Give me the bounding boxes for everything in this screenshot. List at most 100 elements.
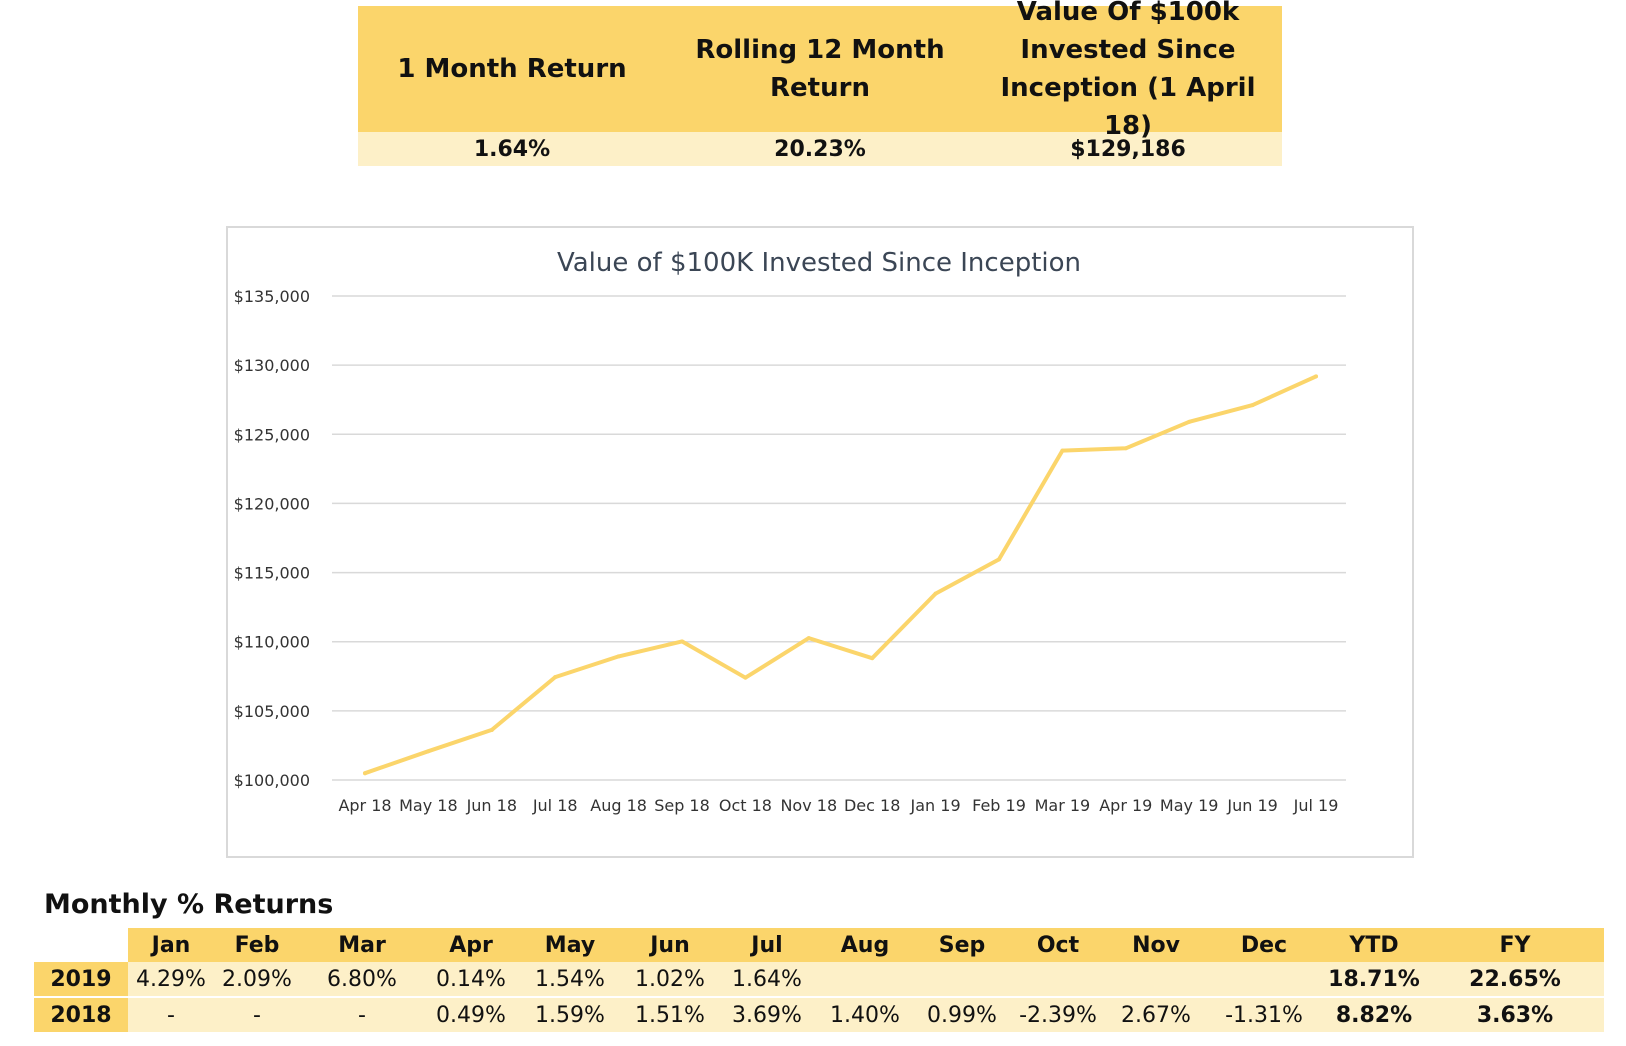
x-tick-label: Jun 18: [466, 796, 517, 815]
monthly-row-year: 2019: [34, 962, 128, 997]
x-tick-label: Sep 18: [654, 796, 710, 815]
monthly-cell-fy: 22.65%: [1426, 962, 1604, 997]
monthly-cell-sep: 0.99%: [914, 996, 1010, 1032]
monthly-header-feb: Feb: [214, 928, 300, 962]
y-tick-label: $130,000: [234, 356, 310, 375]
summary-header-row: 1 Month Return Rolling 12 Month Return V…: [358, 0, 1282, 141]
monthly-row-2018: 2018- - -0.49% 1.59% 1.51% 3.69% 1.40% 0.99% -2.…: [34, 996, 1604, 1032]
data-point: [489, 727, 494, 732]
y-tick-label: $115,000: [234, 564, 310, 583]
data-point: [1250, 403, 1255, 408]
monthly-cell-jan: 4.29%: [128, 962, 214, 997]
y-tick-label: $100,000: [234, 771, 310, 790]
monthly-header-jun: Jun: [622, 928, 718, 962]
data-point: [363, 771, 367, 776]
chart-gridlines: [332, 295, 1346, 781]
chart-title: Value of $100K Invested Since Inception: [557, 248, 1081, 278]
monthly-header-jul: Jul: [718, 928, 816, 962]
chart-series: [363, 374, 1318, 776]
x-tick-label: Dec 18: [844, 796, 900, 815]
chart-panel: Value of $100K Invested Since Inception …: [226, 226, 1414, 858]
monthly-cell-fy: 3.63%: [1426, 996, 1604, 1032]
monthly-cell-nov: [1106, 962, 1206, 997]
monthly-header-fy: FY: [1426, 928, 1604, 962]
data-point: [743, 675, 748, 680]
summary-value-rolling-12: 20.23%: [774, 136, 866, 162]
x-tick-label: May 19: [1160, 796, 1219, 815]
data-point: [1060, 448, 1065, 453]
summary-table: 1 Month Return Rolling 12 Month Return V…: [358, 0, 1282, 166]
monthly-header-aug: Aug: [816, 928, 914, 962]
y-tick-label: $120,000: [234, 494, 310, 513]
summary-value-1-month: 1.64%: [473, 136, 551, 162]
monthly-returns-title: Monthly % Returns: [44, 889, 334, 920]
summary-header-value-invested: Value Of $100k Invested Since Inception …: [1000, 0, 1256, 141]
x-tick-label: Jun 19: [1226, 796, 1277, 815]
x-tick-label: May 18: [399, 796, 458, 815]
data-point: [997, 557, 1001, 562]
x-tick-label: Jan 19: [910, 796, 961, 815]
monthly-cell-feb: -: [214, 996, 300, 1032]
x-tick-label: Jul 18: [532, 796, 578, 815]
summary-value-invested: $129,186: [1070, 136, 1186, 162]
summary-header-1-month: 1 Month Return: [397, 54, 627, 84]
monthly-cell-aug: 1.40%: [816, 996, 914, 1032]
monthly-cell-dec: [1206, 962, 1322, 997]
x-tick-label: Jul 19: [1293, 796, 1339, 815]
x-tick-label: Apr 18: [338, 796, 391, 815]
monthly-cell-feb: 2.09%: [214, 962, 300, 997]
monthly-cell-jul: 3.69%: [718, 996, 816, 1032]
data-point: [553, 675, 558, 680]
data-point: [680, 639, 684, 644]
monthly-cell-apr: 0.49%: [424, 996, 518, 1032]
data-point: [1123, 446, 1128, 451]
monthly-cell-jan: -: [128, 996, 214, 1032]
y-tick-label: $135,000: [234, 287, 310, 306]
monthly-cell-sep: [914, 962, 1010, 997]
monthly-header-ytd: YTD: [1322, 928, 1426, 962]
monthly-header-may: May: [518, 928, 622, 962]
data-point: [426, 749, 431, 754]
monthly-header-nov: Nov: [1106, 928, 1206, 962]
monthly-cell-mar: -: [300, 996, 424, 1032]
data-point: [933, 591, 938, 596]
x-tick-label: Feb 19: [972, 796, 1026, 815]
monthly-cell-may: 1.54%: [518, 962, 622, 997]
monthly-header-sep: Sep: [914, 928, 1010, 962]
monthly-header-row: Jan Feb Mar Apr May Jun Jul Aug Sep Oct …: [34, 928, 1604, 962]
monthly-header-corner: [34, 928, 128, 962]
monthly-cell-jun: 1.51%: [622, 996, 718, 1032]
monthly-header-oct: Oct: [1010, 928, 1106, 962]
line-chart: Value of $100K Invested Since Inception …: [234, 248, 1346, 815]
monthly-header-mar: Mar: [300, 928, 424, 962]
monthly-cell-jul: 1.64%: [718, 962, 816, 997]
monthly-header-jan: Jan: [128, 928, 214, 962]
y-tick-label: $125,000: [234, 425, 310, 444]
summary-value-row: 1.64% 20.23% $129,186: [358, 132, 1282, 166]
data-point: [616, 654, 621, 659]
monthly-row-year: 2018: [34, 996, 128, 1032]
monthly-returns-table: Jan Feb Mar Apr May Jun Jul Aug Sep Oct …: [34, 928, 1604, 1032]
summary-header-rolling-12: Rolling 12 Month Return: [695, 35, 945, 103]
chart-x-axis: Apr 18 May 18 Jun 18 Jul 18 Aug 18 Sep 18 Oct …: [338, 796, 1338, 815]
monthly-cell-ytd: 18.71%: [1322, 962, 1426, 997]
monthly-header-dec: Dec: [1206, 928, 1322, 962]
monthly-cell-mar: 6.80%: [300, 962, 424, 997]
x-tick-label: Mar 19: [1035, 796, 1091, 815]
monthly-header-apr: Apr: [424, 928, 518, 962]
monthly-row-2019: 2019 4.29% 2.09% 6.80% 0.14% 1.54% 1.02% 1.64% 1…: [34, 962, 1604, 997]
x-tick-label: Aug 18: [590, 796, 647, 815]
monthly-cell-ytd: 8.82%: [1322, 996, 1426, 1032]
monthly-cell-oct: -2.39%: [1010, 996, 1106, 1032]
monthly-cell-dec: -1.31%: [1206, 996, 1322, 1032]
x-tick-label: Oct 18: [719, 796, 772, 815]
series-line: [363, 374, 1318, 776]
x-tick-label: Apr 19: [1099, 796, 1152, 815]
monthly-cell-apr: 0.14%: [424, 962, 518, 997]
x-tick-label: Nov 18: [780, 796, 837, 815]
monthly-cell-may: 1.59%: [518, 996, 622, 1032]
monthly-cell-jun: 1.02%: [622, 962, 718, 997]
y-tick-label: $105,000: [234, 702, 310, 721]
data-point: [1314, 374, 1318, 379]
chart-y-axis: $100,000 $105,000 $110,000 $115,000 $120,000…: [234, 287, 310, 790]
